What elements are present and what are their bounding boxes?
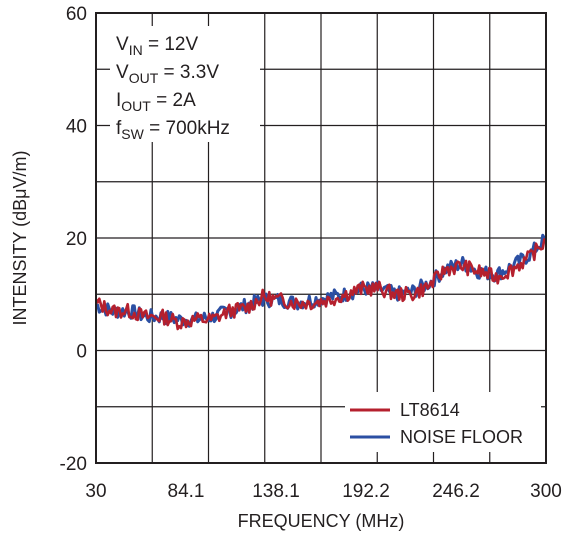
legend-bg <box>345 392 541 452</box>
legend: LT8614 NOISE FLOOR <box>350 400 523 447</box>
x-tick-label: 138.1 <box>252 481 300 502</box>
x-tick-label: 246.2 <box>432 481 480 502</box>
condition-f-sw: fSW = 700kHz <box>116 118 230 142</box>
y-tick-labels: 60 40 20 0 -20 <box>60 4 87 475</box>
y-tick-label: 0 <box>76 342 87 363</box>
x-tick-label: 300 <box>530 481 562 502</box>
x-tick-label: 30 <box>85 481 106 502</box>
condition-i-out: IOUT = 2A <box>116 90 196 114</box>
condition-v-in: VIN = 12V <box>116 34 198 58</box>
legend-label-lt8614: LT8614 <box>400 400 460 420</box>
x-tick-labels: 30 84.1 138.1 192.2 246.2 300 <box>85 481 561 502</box>
series-layer <box>94 233 547 331</box>
y-tick-label: 40 <box>66 117 87 138</box>
y-axis-label: INTENSITY (dBμV/m) <box>10 150 30 325</box>
x-tick-label: 192.2 <box>342 481 390 502</box>
operating-conditions: VIN = 12V VOUT = 3.3V IOUT = 2A fSW = 700kH… <box>116 34 230 142</box>
x-axis-label: FREQUENCY (MHz) <box>238 511 405 531</box>
condition-v-out: VOUT = 3.3V <box>116 62 219 86</box>
y-tick-label: -20 <box>60 454 87 475</box>
plot-frame <box>95 12 547 464</box>
y-tick-label: 60 <box>66 4 87 25</box>
series-line-lt8614 <box>94 238 547 331</box>
x-tick-label: 84.1 <box>168 481 205 502</box>
annotation-box-bg <box>110 26 260 142</box>
y-tick-label: 20 <box>66 229 87 250</box>
legend-label-noise-floor: NOISE FLOOR <box>400 427 523 447</box>
